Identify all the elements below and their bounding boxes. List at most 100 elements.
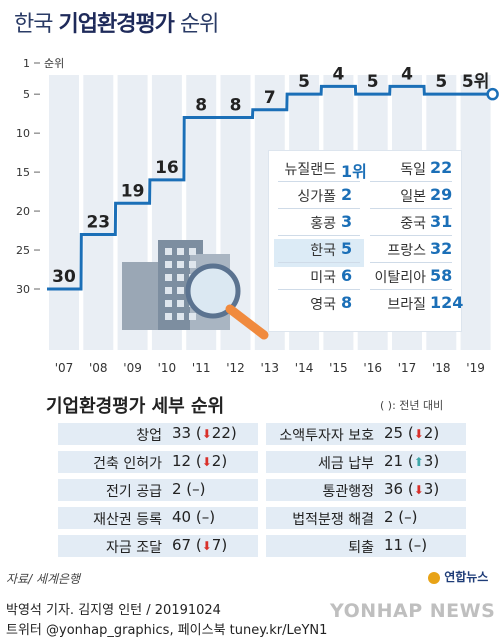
arrow-up-icon: ⬆ — [413, 455, 424, 469]
y-tick-label: 30 — [16, 283, 30, 296]
table-row-right — [266, 535, 466, 557]
year-band — [49, 75, 79, 350]
country-name: 홍콩 — [310, 216, 336, 232]
building-window — [165, 287, 172, 294]
rank-divider — [370, 181, 452, 182]
brand-logo: 연합뉴스 — [428, 568, 488, 585]
building-window — [189, 248, 196, 255]
country-name: 뉴질랜드 — [284, 162, 336, 178]
data-label: 19 — [121, 181, 145, 201]
country-rank: 22 — [430, 158, 453, 177]
table-row-left — [58, 535, 258, 557]
country-name: 싱가폴 — [297, 189, 336, 205]
rank-divider — [370, 262, 452, 263]
building-window — [177, 274, 184, 281]
page-title: 한국 기업환경평가 순위 — [14, 6, 219, 38]
building-window — [177, 300, 184, 307]
data-label: 8 — [230, 96, 242, 116]
data-label: 16 — [155, 158, 179, 178]
table-row-right — [266, 479, 466, 501]
country-name: 영국 — [310, 297, 336, 313]
row-label: 세금 납부 — [318, 456, 374, 472]
table-row-right — [266, 423, 466, 445]
y-tick-label: 1 — [23, 57, 30, 70]
country-name: 중국 — [400, 216, 426, 232]
brand-icon — [428, 571, 440, 584]
y-tick-label: 15 — [16, 166, 30, 179]
data-label: 5 — [435, 72, 447, 92]
building-window — [165, 300, 172, 307]
arrow-down-icon: ⬇ — [413, 483, 424, 497]
table-row-left — [58, 451, 258, 473]
row-value: 36 (⬇3) — [384, 480, 440, 498]
data-label: 4 — [401, 64, 413, 84]
x-tick-label: '19 — [466, 361, 485, 375]
country-rank: 2 — [341, 185, 353, 204]
y-tick-label: 25 — [16, 244, 30, 257]
x-tick-label: '14 — [295, 361, 314, 375]
country-name: 한국 — [310, 243, 336, 259]
credit-line-2: 트위터 @yonhap_graphics, 페이스북 tuney.kr/LeYN… — [6, 623, 328, 638]
country-rank: 29 — [430, 185, 453, 204]
country-name: 브라질 — [387, 297, 426, 313]
building-window — [165, 274, 172, 281]
country-name: 일본 — [400, 189, 426, 205]
country-name: 독일 — [400, 162, 426, 178]
magnifier-handle — [225, 304, 269, 340]
row-value: 2 (–) — [384, 508, 418, 526]
x-tick-label: '15 — [329, 361, 348, 375]
arrow-down-icon: ⬇ — [201, 427, 212, 441]
row-value: 67 (⬇7) — [172, 536, 228, 554]
magnifier-icon — [185, 263, 241, 319]
country-rank: 8 — [341, 293, 353, 312]
country-rank: 6 — [341, 266, 353, 285]
row-value: 12 (⬇2) — [172, 452, 228, 470]
country-rank: 58 — [430, 266, 453, 285]
building-window — [177, 287, 184, 294]
year-band — [460, 75, 491, 350]
brand-name: 연합뉴스 — [444, 570, 489, 584]
rank-divider — [370, 208, 452, 209]
arrow-down-icon: ⬇ — [201, 539, 212, 553]
detail-note: ( ): 전년 대비 — [380, 399, 444, 412]
x-tick-label: '13 — [261, 361, 280, 375]
year-band — [83, 75, 114, 350]
title-main: 기업환경평가 — [58, 12, 174, 37]
watermark: YONHAP NEWS — [330, 600, 496, 622]
rank-divider — [278, 262, 360, 263]
row-label: 창업 — [136, 428, 162, 444]
row-value: 33 (⬇22) — [172, 424, 237, 442]
row-value: 25 (⬇2) — [384, 424, 440, 442]
rank-divider — [278, 181, 360, 182]
rank-divider — [278, 289, 360, 290]
arrow-down-icon: ⬇ — [413, 427, 424, 441]
detail-title: 기업환경평가 세부 순위 — [46, 396, 225, 417]
building-window — [177, 248, 184, 255]
country-rank: 1위 — [341, 162, 367, 181]
data-label: 5 — [298, 72, 310, 92]
x-tick-label: '09 — [123, 361, 142, 375]
data-label: 30 — [52, 267, 76, 287]
country-rank: 3 — [341, 212, 353, 231]
y-tick-label: 20 — [16, 205, 30, 218]
building-window — [165, 261, 172, 268]
row-value: 21 (⬆3) — [384, 452, 440, 470]
x-tick-label: '12 — [226, 361, 245, 375]
source-text: 자료/ 세계은행 — [6, 572, 81, 586]
x-tick-label: '16 — [363, 361, 382, 375]
row-value: 40 (–) — [172, 508, 216, 526]
data-label: 23 — [86, 212, 110, 232]
rank-divider — [370, 289, 452, 290]
title-suffix: 순위 — [179, 12, 219, 37]
credit-line-1: 박영석 기자. 김지영 인턴 / 20191024 — [6, 603, 221, 618]
country-rank: 32 — [430, 239, 453, 258]
country-name: 프랑스 — [387, 243, 426, 259]
row-label: 소액투자자 보호 — [279, 428, 374, 444]
x-tick-label: '10 — [158, 361, 177, 375]
data-label: 7 — [264, 88, 276, 108]
building-window — [189, 261, 196, 268]
row-label: 자금 조달 — [106, 540, 162, 556]
y-tick-label: 10 — [16, 127, 30, 140]
data-label: 4 — [332, 64, 344, 84]
y-tick-label: 5 — [23, 88, 30, 101]
